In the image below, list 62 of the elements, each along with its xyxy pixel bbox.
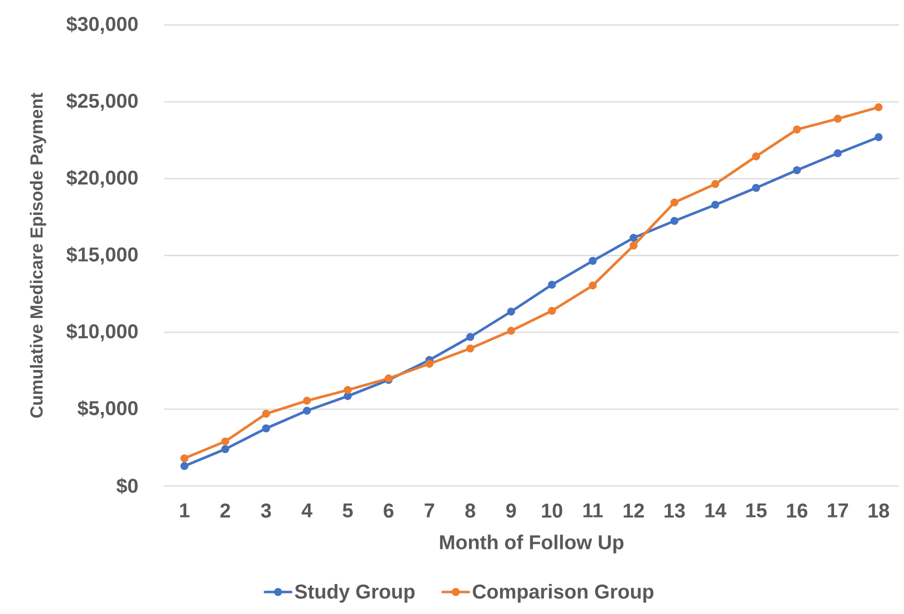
y-tick-label: $15,000 — [66, 246, 138, 264]
y-axis-title: Cumulative Medicare Episode Payment — [30, 92, 46, 418]
legend-label: Study Group — [294, 584, 415, 603]
point — [344, 392, 352, 400]
point — [180, 454, 188, 462]
x-tick-label: 8 — [465, 504, 476, 518]
point — [262, 410, 270, 418]
point — [344, 386, 352, 394]
x-tick-label: 16 — [787, 504, 808, 518]
point — [425, 360, 434, 368]
point — [711, 200, 720, 209]
point — [752, 152, 760, 160]
x-tick-label: 3 — [260, 504, 271, 518]
point — [588, 256, 597, 265]
point — [792, 125, 801, 134]
point — [221, 445, 230, 454]
x-tick-label: 9 — [506, 504, 516, 518]
point — [630, 242, 638, 250]
x-tick-label: 18 — [868, 504, 890, 518]
point — [507, 308, 516, 316]
point — [548, 280, 556, 289]
x-tick-label: 2 — [220, 504, 230, 518]
x-tick-label: 6 — [384, 504, 394, 518]
y-tick-label: $20,000 — [66, 170, 138, 188]
point — [302, 406, 311, 415]
y-tick-label: $10,000 — [66, 323, 138, 342]
point — [302, 396, 311, 405]
point — [180, 462, 188, 470]
point — [874, 133, 883, 142]
point — [466, 344, 474, 352]
x-tick-label: 7 — [424, 504, 434, 518]
point — [262, 424, 270, 432]
point — [834, 114, 842, 123]
x-tick-label: 14 — [705, 504, 726, 518]
x-tick-label: 12 — [624, 504, 644, 518]
x-tick-label: 13 — [664, 504, 685, 518]
point — [670, 198, 678, 206]
legend-label: Comparison Group — [472, 584, 654, 603]
y-tick-label: $30,000 — [66, 16, 138, 34]
x-tick-label: 5 — [342, 504, 353, 518]
point — [507, 326, 516, 335]
y-tick-label: $25,000 — [66, 92, 138, 111]
point — [874, 103, 883, 112]
point — [792, 166, 801, 174]
x-tick-label: 17 — [828, 504, 848, 518]
x-tick-label: 1 — [180, 504, 190, 518]
x-tick-label: 11 — [583, 504, 603, 518]
y-tick-label: $0 — [116, 478, 138, 494]
point — [588, 281, 597, 290]
point — [834, 149, 842, 158]
point — [711, 180, 720, 188]
x-axis-title: Month of Follow Up — [440, 534, 624, 554]
x-tick-label: 4 — [302, 504, 312, 518]
point — [548, 306, 556, 315]
x-tick-label: 10 — [542, 504, 562, 518]
point — [221, 437, 230, 446]
point — [670, 216, 678, 225]
point — [752, 184, 760, 192]
point — [630, 234, 638, 242]
x-tick-label: 15 — [746, 504, 767, 518]
point — [466, 332, 474, 341]
y-tick-label: $5,000 — [78, 400, 138, 418]
